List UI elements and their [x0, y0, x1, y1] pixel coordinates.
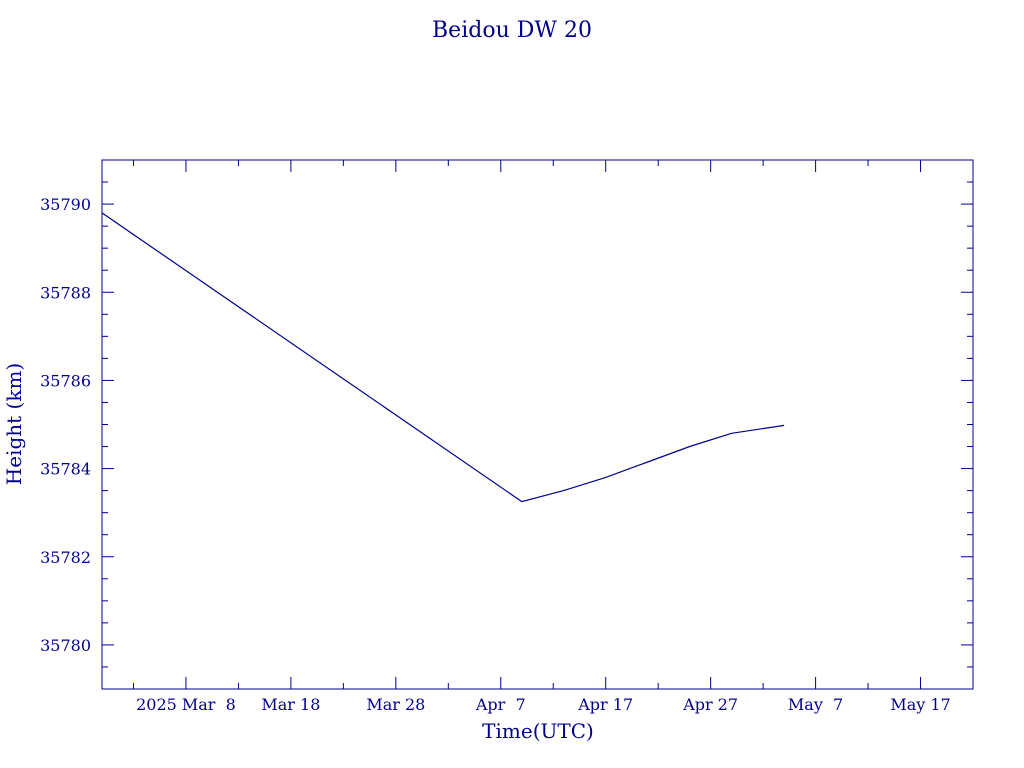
y-tick-label: 35784: [40, 460, 91, 479]
series-line: [101, 212, 785, 503]
y-tick-label: 35790: [40, 195, 91, 214]
y-tick-label: 35782: [40, 548, 91, 567]
plot-frame: [101, 159, 974, 690]
x-tick-label: Mar 18: [261, 695, 320, 714]
y-tick-label: 35780: [40, 636, 91, 655]
x-axis: 2025 Mar 8 Mar 18 Mar 28 Apr 7 Apr 17 Apr 27 M…: [132, 160, 974, 714]
chart-title: Beidou DW 20: [432, 18, 592, 43]
y-axis: 35780 35782 35784 35786 35788 35790: [40, 159, 973, 690]
y-axis-label: Height (km): [2, 363, 26, 485]
x-tick-label: Apr 27: [682, 695, 738, 714]
x-tick-label: May 7: [788, 695, 843, 714]
series-layer: [101, 212, 785, 503]
x-tick-label: 2025 Mar 8: [136, 695, 236, 714]
x-tick-label: Apr 7: [475, 695, 526, 714]
x-tick-label: Mar 28: [366, 695, 425, 714]
plot-border: [101, 159, 974, 690]
x-axis-label: Time(UTC): [482, 719, 594, 743]
x-tick-label: May 17: [890, 695, 950, 714]
y-tick-label: 35788: [40, 283, 91, 302]
y-tick-label: 35786: [40, 371, 91, 390]
x-tick-label: Apr 17: [577, 695, 633, 714]
